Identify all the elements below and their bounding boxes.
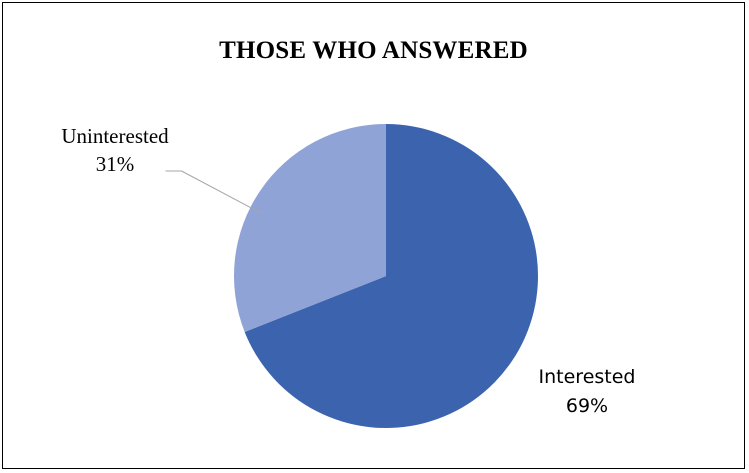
pie-chart: Uninterested 31% Interested 69% — [61, 124, 636, 428]
chart-title: THOSE WHO ANSWERED — [219, 37, 528, 64]
slice-label-interested: Interested — [539, 366, 636, 388]
pie-slice-interested — [244, 124, 538, 428]
slice-percent-uninterested: 31% — [96, 152, 135, 176]
chart-frame: THOSE WHO ANSWERED Uninterested 31% Inte… — [2, 2, 745, 469]
slice-percent-interested: 69% — [566, 395, 608, 417]
leader-line-uninterested — [181, 170, 262, 214]
slice-label-uninterested: Uninterested — [61, 124, 169, 148]
pie-slice-uninterested — [234, 124, 386, 332]
